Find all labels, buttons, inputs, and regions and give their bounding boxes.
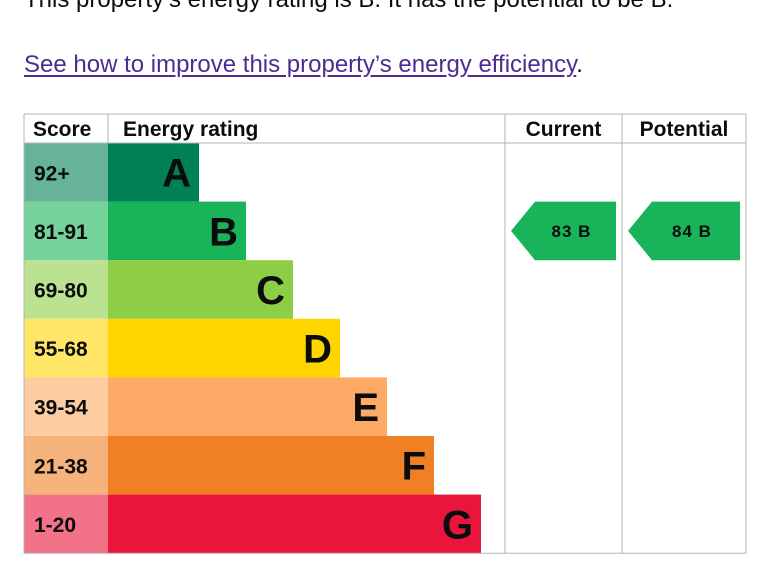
header-potential: Potential bbox=[640, 118, 729, 141]
score-range-d: 55-68 bbox=[34, 338, 88, 361]
band-bar-f bbox=[108, 436, 434, 495]
band-letter-d: D bbox=[303, 328, 332, 372]
table-headers: Score Energy rating Current Potential bbox=[33, 118, 728, 141]
score-cell-a bbox=[24, 143, 108, 202]
header-current: Current bbox=[526, 118, 602, 141]
score-cell-d bbox=[24, 318, 108, 378]
rating-summary-text: This property’s energy rating is B. It h… bbox=[24, 0, 673, 14]
table-grid bbox=[23, 113, 747, 554]
score-range-g: 1-20 bbox=[34, 514, 76, 537]
band-bar-a bbox=[108, 143, 199, 202]
band-bar-g bbox=[108, 494, 481, 554]
improve-efficiency-line: See how to improve this property’s energ… bbox=[24, 50, 583, 80]
rating-bands: 92+ A 81-91 B 69-80 C 55-68 D 39-54 E 21-38 F 1-20 G bbox=[24, 143, 481, 554]
potential-rating-arrow bbox=[628, 201, 740, 261]
rating-arrows: 83 B 84 B bbox=[511, 201, 740, 261]
band-bar-c bbox=[108, 260, 293, 319]
band-letter-a: A bbox=[162, 152, 191, 196]
score-range-c: 69-80 bbox=[34, 280, 88, 303]
band-letter-e: E bbox=[352, 386, 379, 430]
improve-efficiency-link[interactable]: See how to improve this property’s energ… bbox=[24, 51, 577, 78]
score-cell-g bbox=[24, 494, 108, 554]
potential-rating-label: 84 B bbox=[672, 222, 712, 241]
band-bar-b bbox=[108, 201, 246, 261]
band-bar-e bbox=[108, 377, 387, 436]
band-bar-d bbox=[108, 318, 340, 378]
score-range-a: 92+ bbox=[34, 162, 70, 185]
score-cell-c bbox=[24, 260, 108, 319]
score-cell-f bbox=[24, 436, 108, 495]
current-rating-label: 83 B bbox=[552, 222, 592, 241]
header-score: Score bbox=[33, 118, 91, 141]
score-range-f: 21-38 bbox=[34, 455, 88, 478]
link-suffix: . bbox=[576, 51, 583, 78]
band-letter-c: C bbox=[256, 269, 285, 313]
header-energy-rating: Energy rating bbox=[123, 118, 258, 141]
score-cell-e bbox=[24, 377, 108, 436]
current-rating-arrow bbox=[511, 201, 616, 261]
score-range-b: 81-91 bbox=[34, 221, 88, 244]
band-letter-f: F bbox=[402, 445, 426, 489]
score-cell-b bbox=[24, 201, 108, 261]
band-letter-b: B bbox=[209, 210, 238, 254]
band-letter-g: G bbox=[442, 503, 473, 547]
score-range-e: 39-54 bbox=[34, 397, 88, 420]
